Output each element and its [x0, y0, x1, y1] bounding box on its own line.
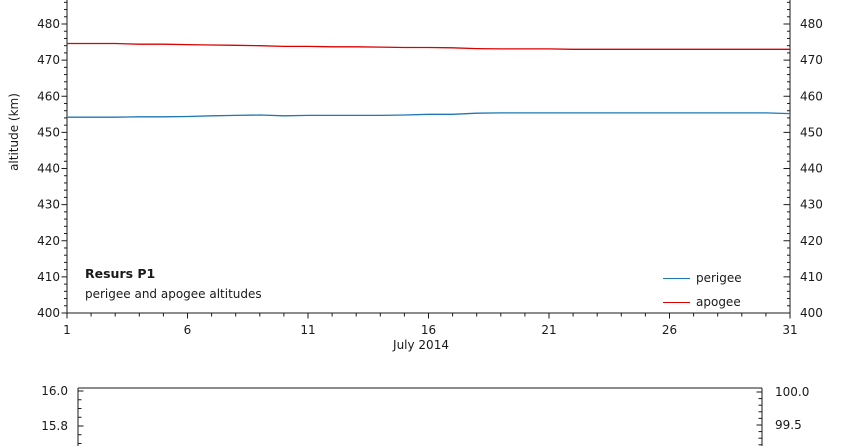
- svg-text:430: 430: [800, 198, 823, 212]
- apogee-series-line: [67, 42, 790, 50]
- secondary-chart-plot: 16.0 15.8 100.0 99.5: [41, 384, 809, 446]
- svg-text:16: 16: [421, 323, 436, 337]
- svg-text:15.8: 15.8: [41, 419, 68, 433]
- svg-text:450: 450: [800, 125, 823, 139]
- apogee-line-swatch: [663, 301, 690, 303]
- svg-text:410: 410: [800, 270, 823, 284]
- svg-text:100.0: 100.0: [775, 385, 809, 399]
- chart-title: Resurs P1: [85, 266, 156, 281]
- altitude-chart-plot: 400 400 410 410 420 420 430 430 440 440 450 450 460 4…: [7, 0, 823, 352]
- svg-text:99.5: 99.5: [775, 418, 802, 432]
- svg-text:31: 31: [782, 323, 797, 337]
- svg-text:16.0: 16.0: [41, 384, 68, 398]
- svg-text:410: 410: [37, 270, 60, 284]
- svg-text:470: 470: [800, 53, 823, 67]
- svg-text:450: 450: [37, 125, 60, 139]
- chart-subtitle: perigee and apogee altitudes: [85, 287, 262, 301]
- svg-text:11: 11: [300, 323, 315, 337]
- svg-text:460: 460: [37, 89, 60, 103]
- svg-text:400: 400: [800, 306, 823, 320]
- svg-text:21: 21: [541, 323, 556, 337]
- svg-text:26: 26: [662, 323, 677, 337]
- svg-text:6: 6: [184, 323, 192, 337]
- legend-label-apogee: apogee: [696, 295, 741, 309]
- svg-text:400: 400: [37, 306, 60, 320]
- svg-text:470: 470: [37, 53, 60, 67]
- svg-text:440: 440: [37, 162, 60, 176]
- svg-text:July 2014: July 2014: [392, 338, 449, 352]
- svg-text:420: 420: [800, 234, 823, 248]
- legend-item-perigee: perigee: [663, 266, 742, 290]
- perigee-series-line: [67, 112, 791, 118]
- svg-text:1: 1: [63, 323, 71, 337]
- svg-text:440: 440: [800, 162, 823, 176]
- legend: perigee apogee: [663, 266, 742, 314]
- legend-item-apogee: apogee: [663, 290, 742, 314]
- svg-text:480: 480: [800, 17, 823, 31]
- svg-text:460: 460: [800, 89, 823, 103]
- svg-text:420: 420: [37, 234, 60, 248]
- svg-text:430: 430: [37, 198, 60, 212]
- svg-text:altitude (km): altitude (km): [7, 93, 21, 171]
- perigee-line-swatch: [663, 277, 690, 279]
- legend-label-perigee: perigee: [696, 271, 742, 285]
- svg-text:480: 480: [37, 17, 60, 31]
